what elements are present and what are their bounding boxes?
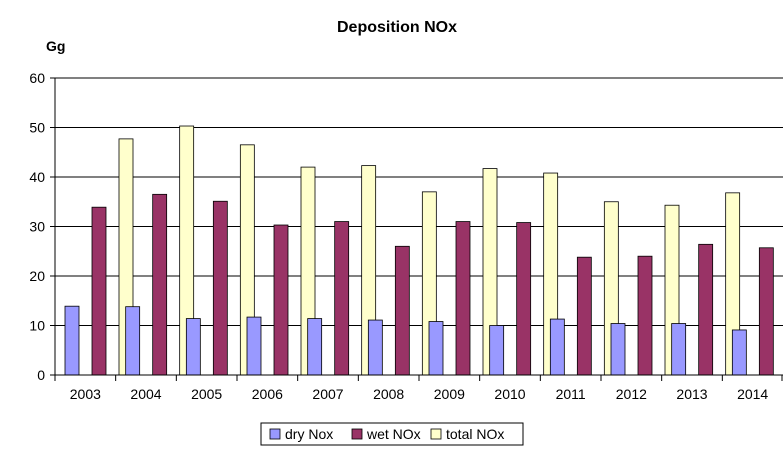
legend-box — [260, 422, 524, 446]
chart-title: Deposition NOx — [337, 19, 457, 36]
x-tick-label: 2007 — [312, 386, 343, 402]
bar-wet-nox-2012 — [637, 255, 653, 376]
bar-dry-nox-2004 — [125, 306, 141, 376]
bar-dry-nox-2009 — [428, 321, 444, 376]
bar-wet-nox-2006 — [273, 224, 289, 376]
bar-dry-nox-2014 — [731, 329, 747, 376]
y-tick-label: 50 — [29, 120, 45, 136]
bar-dry-nox-2011 — [549, 318, 565, 376]
bar-wet-nox-2005 — [212, 200, 228, 376]
legend-swatch — [430, 428, 442, 440]
y-tick-label: 10 — [29, 318, 45, 334]
y-tick-label: 40 — [29, 169, 45, 185]
x-tick-labels: 2003 2004 2005 2006 2007 2008 2009 2010 2011 2012… — [70, 386, 769, 402]
y-axis-unit-label: Gg — [46, 38, 65, 54]
y-tick-label: 20 — [29, 268, 45, 284]
bar-dry-nox-2003 — [64, 305, 80, 376]
bar-dry-nox-2010 — [489, 325, 505, 376]
y-tick-label: 60 — [29, 70, 45, 86]
y-tick-label: 0 — [37, 367, 45, 383]
x-tick-label: 2009 — [434, 386, 465, 402]
x-tick-label: 2010 — [494, 386, 525, 402]
bar-dry-nox-2008 — [367, 319, 383, 376]
legend-label: wet NOx — [366, 426, 421, 442]
x-tick-label: 2005 — [191, 386, 222, 402]
x-tick-label: 2013 — [676, 386, 707, 402]
bar-dry-nox-2006 — [246, 316, 262, 376]
bar-wet-nox-2009 — [455, 221, 471, 376]
axes — [50, 77, 783, 381]
bar-wet-nox-2013 — [698, 243, 714, 376]
bar-wet-nox-2004 — [152, 193, 168, 376]
bar-wet-nox-2003 — [91, 206, 107, 376]
x-tick-label: 2011 — [556, 386, 586, 402]
x-tick-label: 2004 — [130, 386, 161, 402]
legend-label: dry Nox — [285, 426, 333, 442]
bar-wet-nox-2011 — [576, 256, 592, 376]
legend: dry Nox wet NOx total NOx — [260, 422, 524, 446]
x-tick-label: 2008 — [373, 386, 404, 402]
bar-dry-nox-2007 — [307, 318, 323, 376]
bar-dry-nox-2012 — [610, 323, 626, 376]
x-tick-label: 2014 — [737, 386, 768, 402]
bar-wet-nox-2008 — [394, 245, 410, 376]
bar-wet-nox-2010 — [516, 222, 532, 376]
x-tick-label: 2003 — [70, 386, 101, 402]
bar-wet-nox-2014 — [758, 247, 774, 376]
x-tick-label: 2012 — [616, 386, 647, 402]
bars — [64, 125, 774, 376]
gridlines — [55, 77, 783, 326]
legend-swatch — [269, 428, 281, 440]
x-tick-label: 2006 — [252, 386, 283, 402]
y-tick-label: 30 — [29, 219, 45, 235]
bar-wet-nox-2007 — [334, 221, 350, 376]
bar-dry-nox-2013 — [671, 323, 687, 376]
bar-dry-nox-2005 — [185, 318, 201, 376]
legend-label: total NOx — [446, 426, 504, 442]
y-tick-labels: 0 10 20 30 40 50 60 — [29, 70, 45, 383]
legend-swatch — [351, 428, 363, 440]
